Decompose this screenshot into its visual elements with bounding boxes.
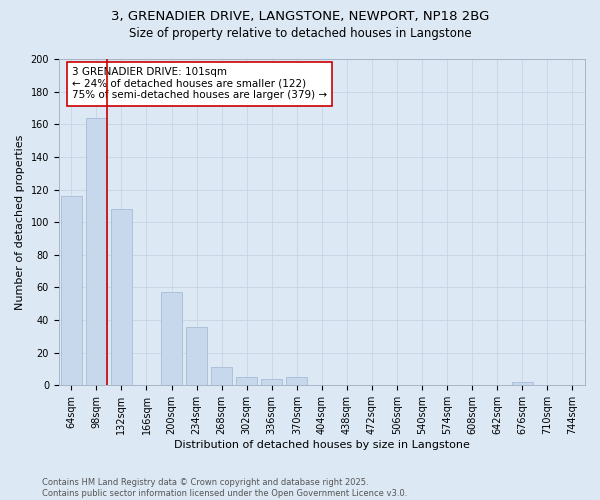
- Bar: [261, 379, 283, 386]
- Text: 3, GRENADIER DRIVE, LANGSTONE, NEWPORT, NP18 2BG: 3, GRENADIER DRIVE, LANGSTONE, NEWPORT, …: [111, 10, 489, 23]
- Bar: [286, 377, 307, 386]
- Bar: [512, 382, 533, 386]
- Bar: [111, 209, 132, 386]
- Bar: [211, 368, 232, 386]
- Bar: [186, 326, 207, 386]
- X-axis label: Distribution of detached houses by size in Langstone: Distribution of detached houses by size …: [174, 440, 470, 450]
- Bar: [61, 196, 82, 386]
- Bar: [161, 292, 182, 386]
- Text: 3 GRENADIER DRIVE: 101sqm
← 24% of detached houses are smaller (122)
75% of semi: 3 GRENADIER DRIVE: 101sqm ← 24% of detac…: [72, 67, 327, 100]
- Y-axis label: Number of detached properties: Number of detached properties: [15, 134, 25, 310]
- Text: Contains HM Land Registry data © Crown copyright and database right 2025.
Contai: Contains HM Land Registry data © Crown c…: [42, 478, 407, 498]
- Bar: [236, 377, 257, 386]
- Text: Size of property relative to detached houses in Langstone: Size of property relative to detached ho…: [128, 28, 472, 40]
- Bar: [86, 118, 107, 386]
